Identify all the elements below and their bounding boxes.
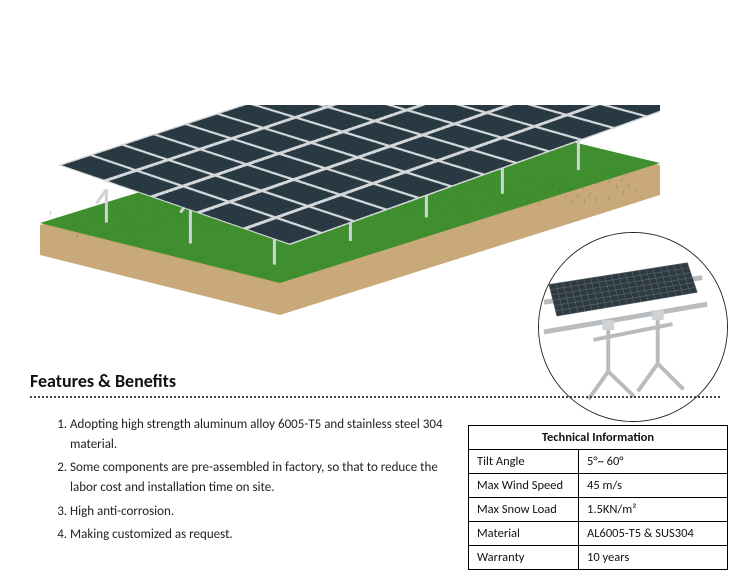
tech-value: 10 years [579, 546, 728, 570]
features-list: Adopting high strength aluminum alloy 60… [50, 415, 450, 548]
table-row: Max Snow Load 1.5KN/m² [469, 498, 728, 522]
feature-item: High anti-corrosion. [70, 502, 450, 522]
section-title: Features & Benefits [30, 370, 176, 392]
divider-dotted [30, 396, 720, 398]
tech-value: AL6005-T5 & SUS304 [579, 522, 728, 546]
table-row: Warranty 10 years [469, 546, 728, 570]
tech-label: Max Wind Speed [469, 474, 579, 498]
feature-item: Some components are pre-assembled in fac… [70, 458, 450, 498]
table-row: Tilt Angle 5°~ 60° [469, 450, 728, 474]
inset-svg [539, 233, 727, 421]
tech-table-header: Technical Information [469, 426, 728, 450]
tech-value: 45 m/s [579, 474, 728, 498]
tech-value: 5°~ 60° [579, 450, 728, 474]
tech-label: Max Snow Load [469, 498, 579, 522]
table-row: Material AL6005-T5 & SUS304 [469, 522, 728, 546]
tech-label: Material [469, 522, 579, 546]
feature-item: Adopting high strength aluminum alloy 60… [70, 415, 450, 455]
tech-value: 1.5KN/m² [579, 498, 728, 522]
tech-label: Warranty [469, 546, 579, 570]
table-row: Max Wind Speed 45 m/s [469, 474, 728, 498]
feature-item: Making customized as request. [70, 525, 450, 545]
detail-inset [538, 232, 728, 422]
tech-info-table: Technical Information Tilt Angle 5°~ 60°… [468, 425, 728, 570]
tech-label: Tilt Angle [469, 450, 579, 474]
hero-render [0, 0, 750, 340]
